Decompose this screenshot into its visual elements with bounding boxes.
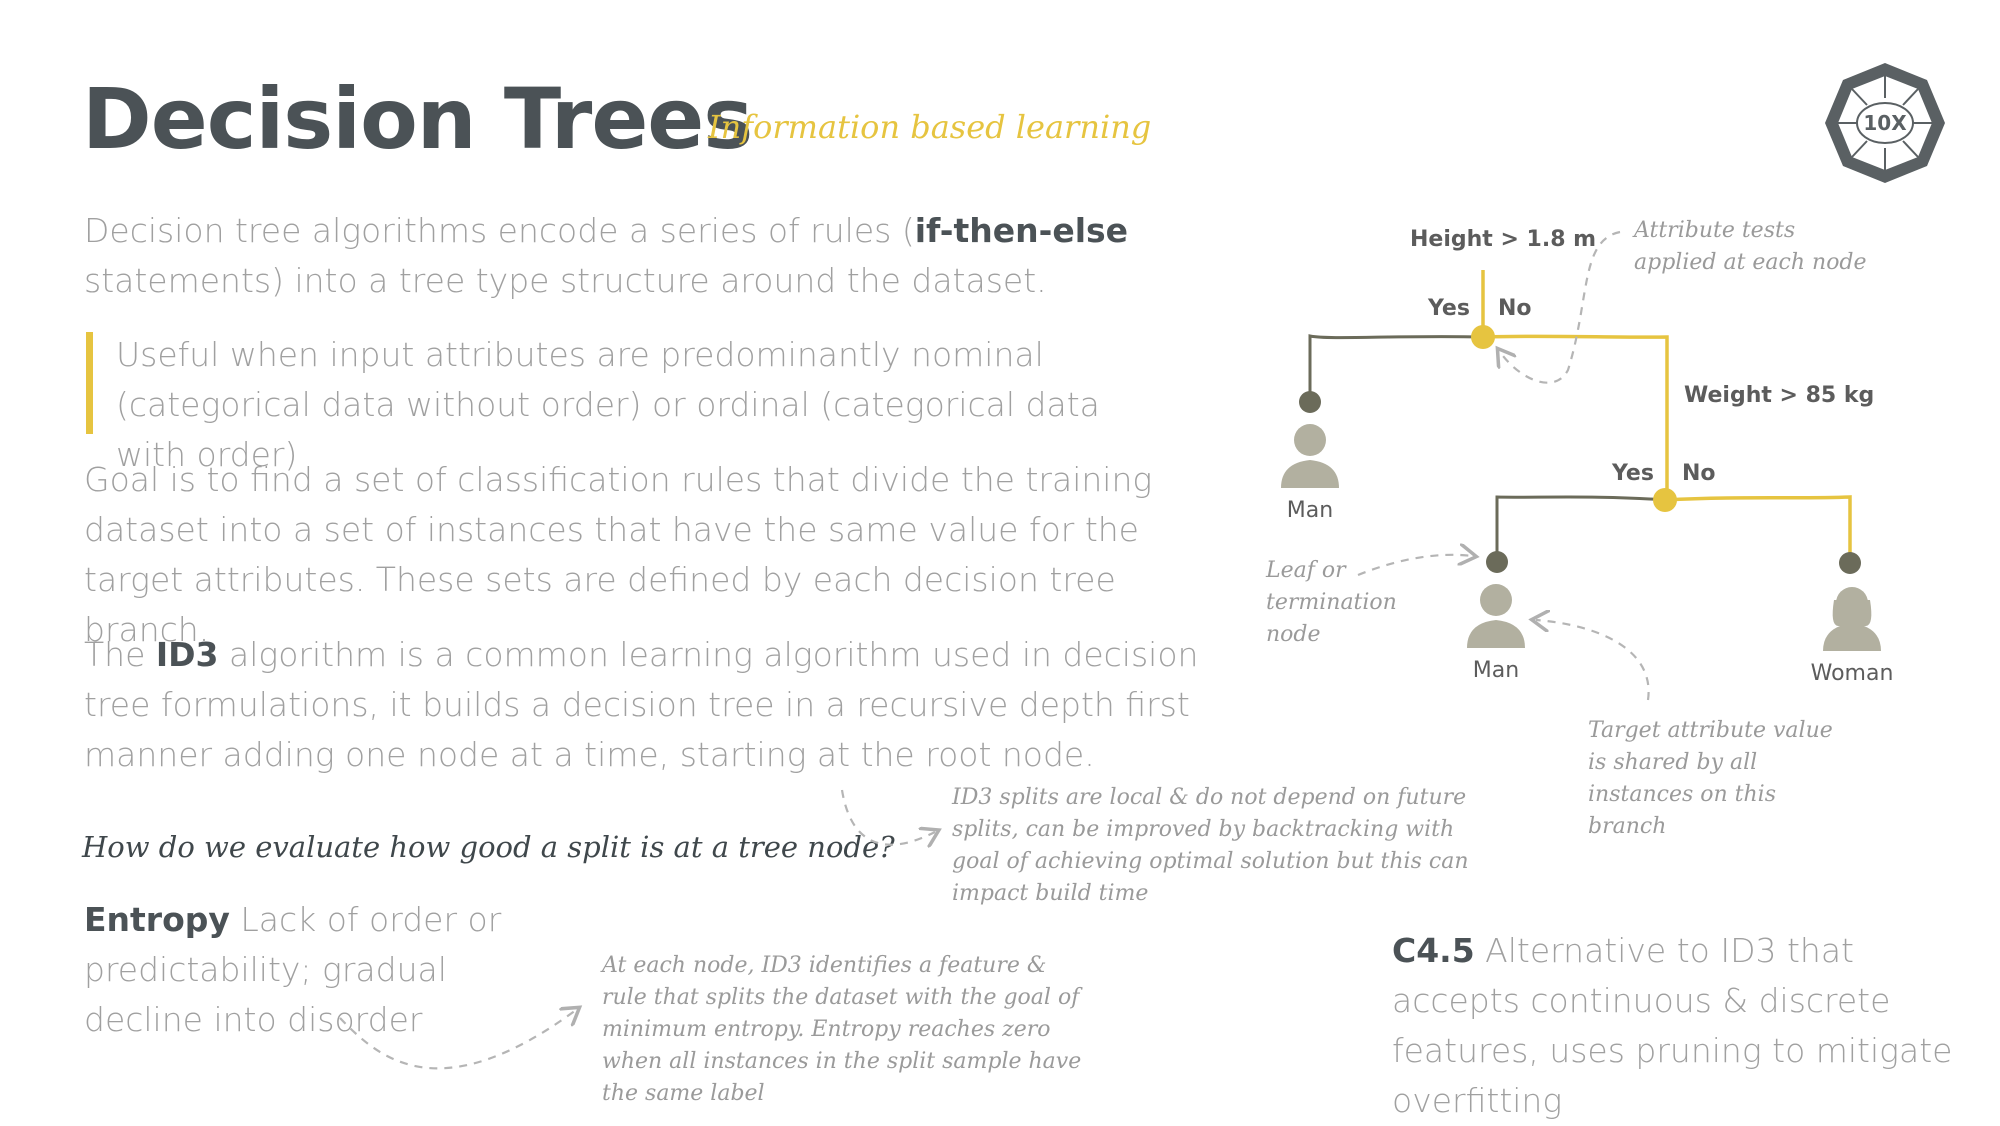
logo-icon: 10X (1825, 63, 1945, 183)
weight-yes-label: Yes (1611, 461, 1654, 486)
arrow-attribute-tests (1500, 230, 1621, 384)
man-icon-2 (1467, 584, 1525, 648)
arrow-entropy (339, 1010, 576, 1070)
attribute-tests-note: Attribute tests applied at each node (1634, 218, 1867, 275)
intro-text-start: Decision tree algorithms encode a series… (84, 211, 915, 250)
entropy-term: Entropy (84, 900, 230, 939)
man-icon-1 (1281, 424, 1339, 488)
logo: 10X (1820, 58, 1950, 192)
leaf-3-label: Woman (1811, 661, 1894, 686)
quote-bar (86, 332, 93, 434)
id3-bold: ID3 (155, 635, 219, 674)
c45-term: C4.5 (1392, 931, 1475, 970)
c45-text: Alternative to ID3 that accepts continuo… (1392, 931, 1953, 1120)
id3-local-note: ID3 splits are local & do not depend on … (952, 785, 1469, 906)
arrow-target (1536, 620, 1650, 701)
branch-weight-no (1664, 495, 1852, 562)
target-note: Target attribute value is shared by all … (1588, 718, 1833, 839)
leaf-node-3 (1839, 552, 1861, 574)
entropy-text: Lack of order or predictability; gradual… (84, 900, 502, 1039)
id3-text-end: algorithm is a common learning algorithm… (84, 635, 1199, 774)
branch-root-yes (1308, 334, 1484, 400)
root-node (1471, 325, 1495, 349)
intro-bold: if-then-else (914, 211, 1129, 250)
intro-paragraph: Decision tree algorithms encode a series… (84, 206, 1224, 306)
question-heading: How do we evaluate how good a split is a… (82, 830, 895, 864)
goal-paragraph: Goal is to find a set of classification … (84, 460, 1153, 649)
id3-paragraph: The ID3 algorithm is a common learning a… (84, 630, 1204, 780)
weight-test-label: Weight > 85 kg (1684, 383, 1874, 408)
weight-node (1653, 488, 1677, 512)
leaf-node-2 (1486, 551, 1508, 573)
root-no-label: No (1498, 296, 1532, 321)
intro-text-end: statements) into a tree type structure a… (84, 261, 1047, 300)
c45-definition: C4.5 Alternative to ID3 that accepts con… (1392, 926, 1972, 1126)
leaf-1-label: Man (1287, 498, 1333, 523)
logo-text: 10X (1863, 111, 1907, 135)
leaf-node-1 (1299, 391, 1321, 413)
arrow-leaf (1357, 555, 1472, 577)
branch-weight-yes (1495, 495, 1666, 560)
branch-root-no (1482, 334, 1669, 500)
weight-no-label: No (1682, 461, 1716, 486)
root-yes-label: Yes (1427, 296, 1470, 321)
entropy-note: At each node, ID3 identifies a feature &… (602, 953, 1082, 1106)
id3-text-start: The (84, 635, 156, 674)
leaf-note: Leaf or termination node (1266, 558, 1397, 647)
woman-icon (1823, 587, 1881, 651)
arrow-id3-local (840, 789, 935, 845)
quote-text: Useful when input attributes are predomi… (116, 335, 1100, 474)
leaf-2-label: Man (1473, 658, 1519, 683)
page-title: Decision Trees (82, 70, 753, 168)
root-test-label: Height > 1.8 m (1410, 227, 1596, 252)
page-subtitle: Information based learning (708, 108, 1152, 146)
entropy-definition: Entropy Lack of order or predictability;… (84, 895, 564, 1045)
